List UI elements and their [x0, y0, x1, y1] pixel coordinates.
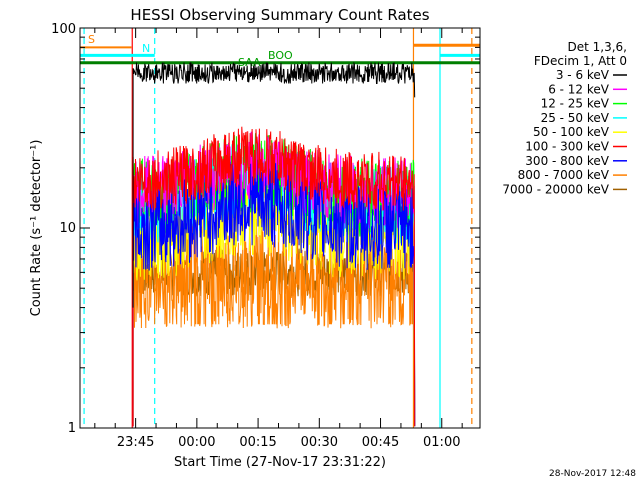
- x-axis-label: Start Time (27-Nov-17 23:31:22): [174, 455, 386, 470]
- y-tick-label: 10: [59, 221, 76, 236]
- series-line: [132, 61, 416, 308]
- x-tick-label: 00:15: [239, 435, 276, 450]
- render-timestamp: 28-Nov-2017 12:48: [549, 469, 636, 479]
- legend-entry: 12 - 25 keV: [541, 97, 610, 111]
- x-tick-label: 00:00: [178, 435, 215, 450]
- flag-label-s: S: [88, 33, 95, 46]
- legend-entry: 300 - 800 keV: [525, 154, 609, 168]
- flag-label-n: N: [142, 42, 150, 55]
- series-line: [132, 217, 416, 427]
- legend-entry: 3 - 6 keV: [556, 68, 610, 82]
- x-tick-label: 01:00: [423, 435, 460, 450]
- legend-header-detectors: Det 1,3,6,: [568, 40, 628, 54]
- legend-entry: 800 - 7000 keV: [518, 168, 610, 182]
- legend-entry: 6 - 12 keV: [548, 82, 610, 96]
- y-tick-label: 1: [68, 421, 76, 436]
- x-tick-label: 23:45: [117, 435, 154, 450]
- y-axis-label: Count Rate (s⁻¹ detector⁻¹): [29, 140, 44, 317]
- data-layer: [80, 28, 480, 428]
- chart-title: HESSI Observing Summary Count Rates: [130, 6, 429, 24]
- flag-label-boo: BOO: [268, 49, 293, 62]
- legend-entry: 100 - 300 keV: [525, 140, 609, 154]
- legend-entry: 25 - 50 keV: [541, 111, 610, 125]
- series-line: [132, 126, 416, 427]
- y-tick-label: 100: [51, 22, 76, 37]
- legend-entry: 7000 - 20000 keV: [502, 182, 609, 196]
- series-line: [132, 159, 416, 427]
- x-tick-label: 00:30: [301, 435, 338, 450]
- legend-entry: 50 - 100 keV: [533, 125, 610, 139]
- x-tick-label: 00:45: [362, 435, 399, 450]
- legend-header-decimation: FDecim 1, Att 0: [534, 54, 627, 68]
